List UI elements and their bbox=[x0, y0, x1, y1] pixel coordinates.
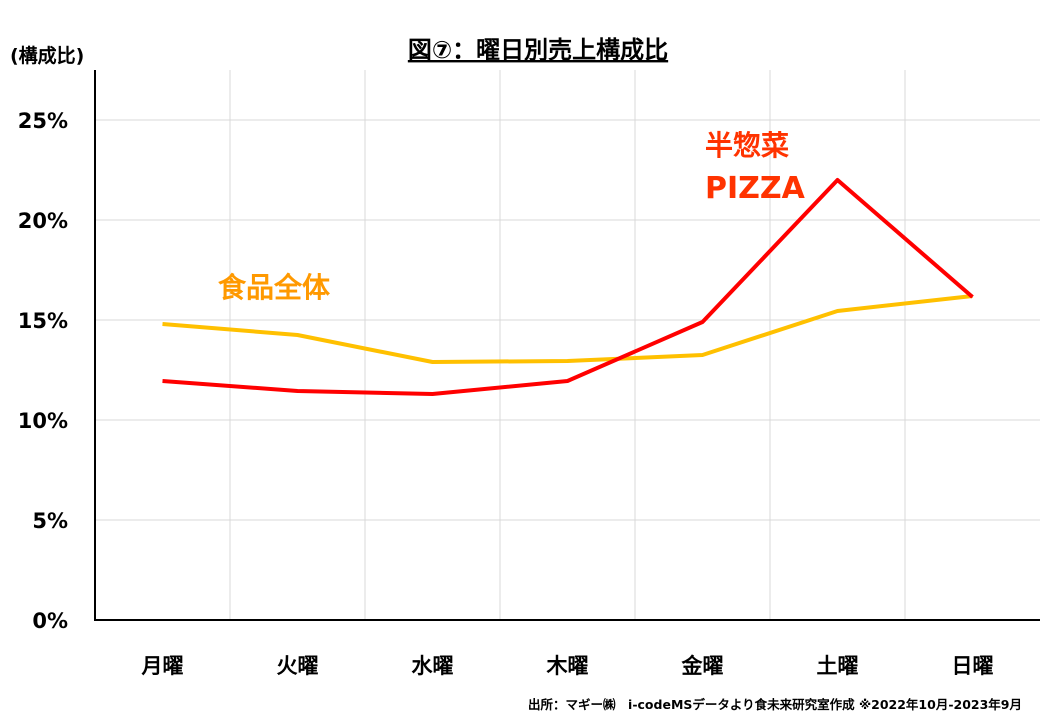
series-line-0 bbox=[162, 294, 973, 364]
grid bbox=[94, 70, 1040, 621]
x-tick-label: 日曜 bbox=[952, 654, 994, 678]
chart-title: 図⑦：曜日別売上構成比 bbox=[408, 36, 668, 64]
series-label-food-total: 食品全体 bbox=[218, 271, 331, 304]
source-note: 出所：マギー㈱ i-codeMSデータより食未来研究室作成 ※2022年10月-… bbox=[528, 697, 1022, 712]
series-label-pizza-line1: 半惣菜 bbox=[705, 129, 789, 162]
y-tick-label: 10% bbox=[18, 409, 68, 433]
y-tick-label: 25% bbox=[18, 109, 68, 133]
x-tick-label: 月曜 bbox=[141, 654, 184, 678]
y-axis-label: (構成比) bbox=[10, 44, 84, 67]
series-label-pizza-line2: PIZZA bbox=[705, 171, 806, 206]
x-tick-label: 土曜 bbox=[817, 654, 859, 678]
x-tick-label: 木曜 bbox=[546, 654, 589, 678]
y-tick-label: 15% bbox=[18, 309, 68, 333]
y-tick-label: 5% bbox=[32, 509, 68, 533]
y-tick-label: 0% bbox=[32, 609, 68, 633]
x-tick-label: 火曜 bbox=[277, 654, 319, 678]
y-tick-label: 20% bbox=[18, 209, 68, 233]
x-tick-label: 水曜 bbox=[412, 654, 454, 678]
x-tick-label: 金曜 bbox=[681, 654, 724, 678]
